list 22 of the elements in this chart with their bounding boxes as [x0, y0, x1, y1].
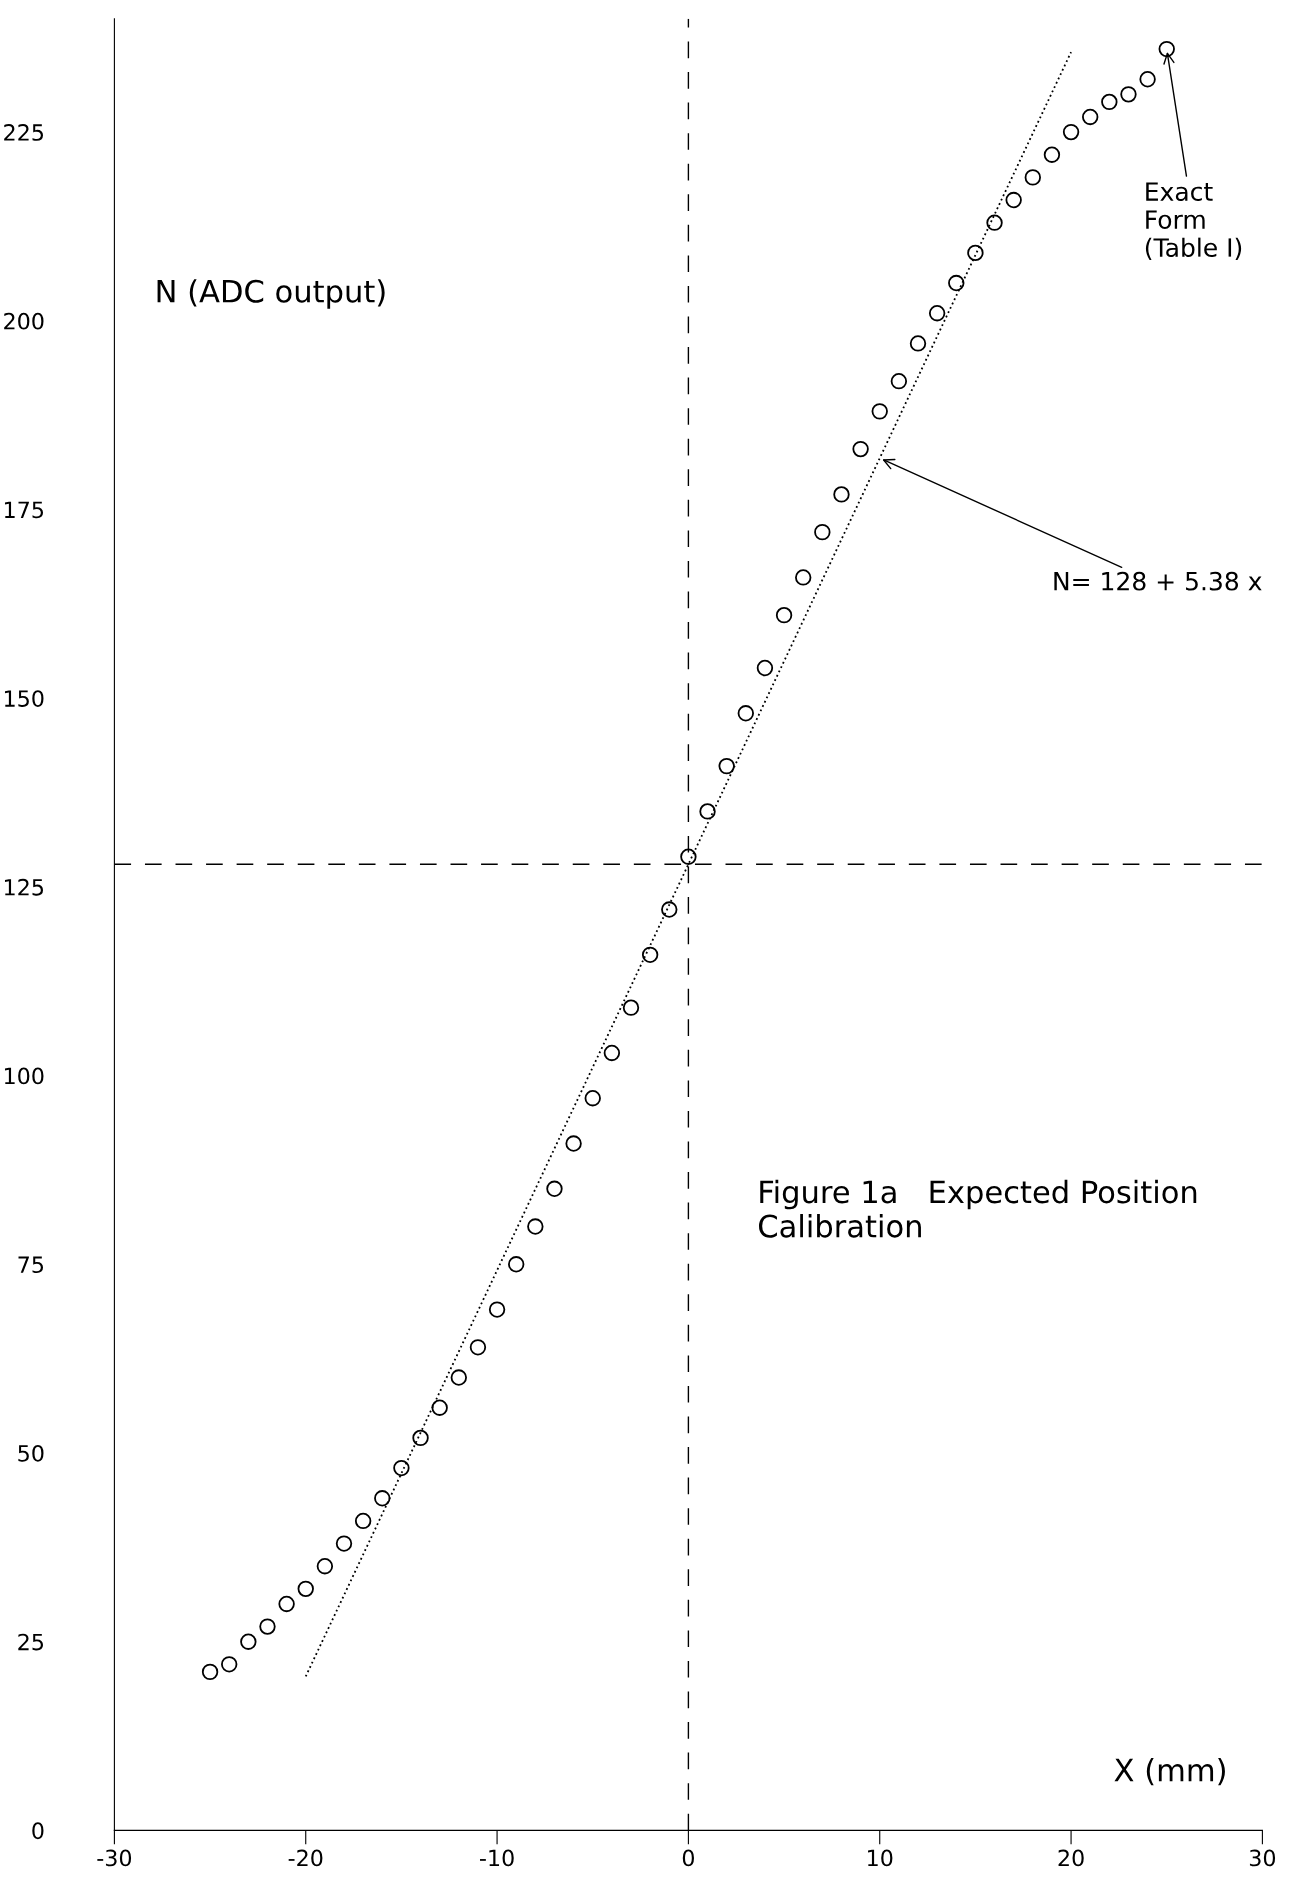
- annotation: N= 128 + 5.38 x: [1054, 571, 1262, 591]
- y-tick-label: 25: [18, 1633, 44, 1651]
- x-tick-label: -10: [480, 1849, 514, 1867]
- x-tick-label: 30: [1249, 1849, 1276, 1867]
- y-tick-label: 175: [4, 501, 44, 519]
- y-tick-label: 0: [32, 1822, 44, 1840]
- x-tick-label: -20: [288, 1849, 323, 1867]
- y-tick-label: 225: [4, 124, 44, 141]
- y-axis-title: N (ADC output): [157, 279, 385, 309]
- text: Figure 1a Expected Position Calibration: [759, 1179, 1197, 1238]
- x-tick-label: 0: [682, 1849, 694, 1867]
- annotation: Exact Form (Table I): [1145, 182, 1242, 260]
- y-tick-label: 150: [4, 690, 44, 707]
- y-tick-label: 50: [18, 1444, 44, 1462]
- x-tick-label: -30: [97, 1849, 132, 1867]
- x-axis-title: X (mm): [1114, 1757, 1225, 1786]
- y-tick-label: 100: [4, 1067, 44, 1085]
- y-tick-label: 200: [4, 312, 44, 330]
- x-tick-label: 10: [868, 1849, 893, 1867]
- x-tick-label: 20: [1058, 1849, 1084, 1867]
- y-tick-label: 125: [4, 878, 44, 896]
- y-tick-label: 75: [18, 1256, 44, 1274]
